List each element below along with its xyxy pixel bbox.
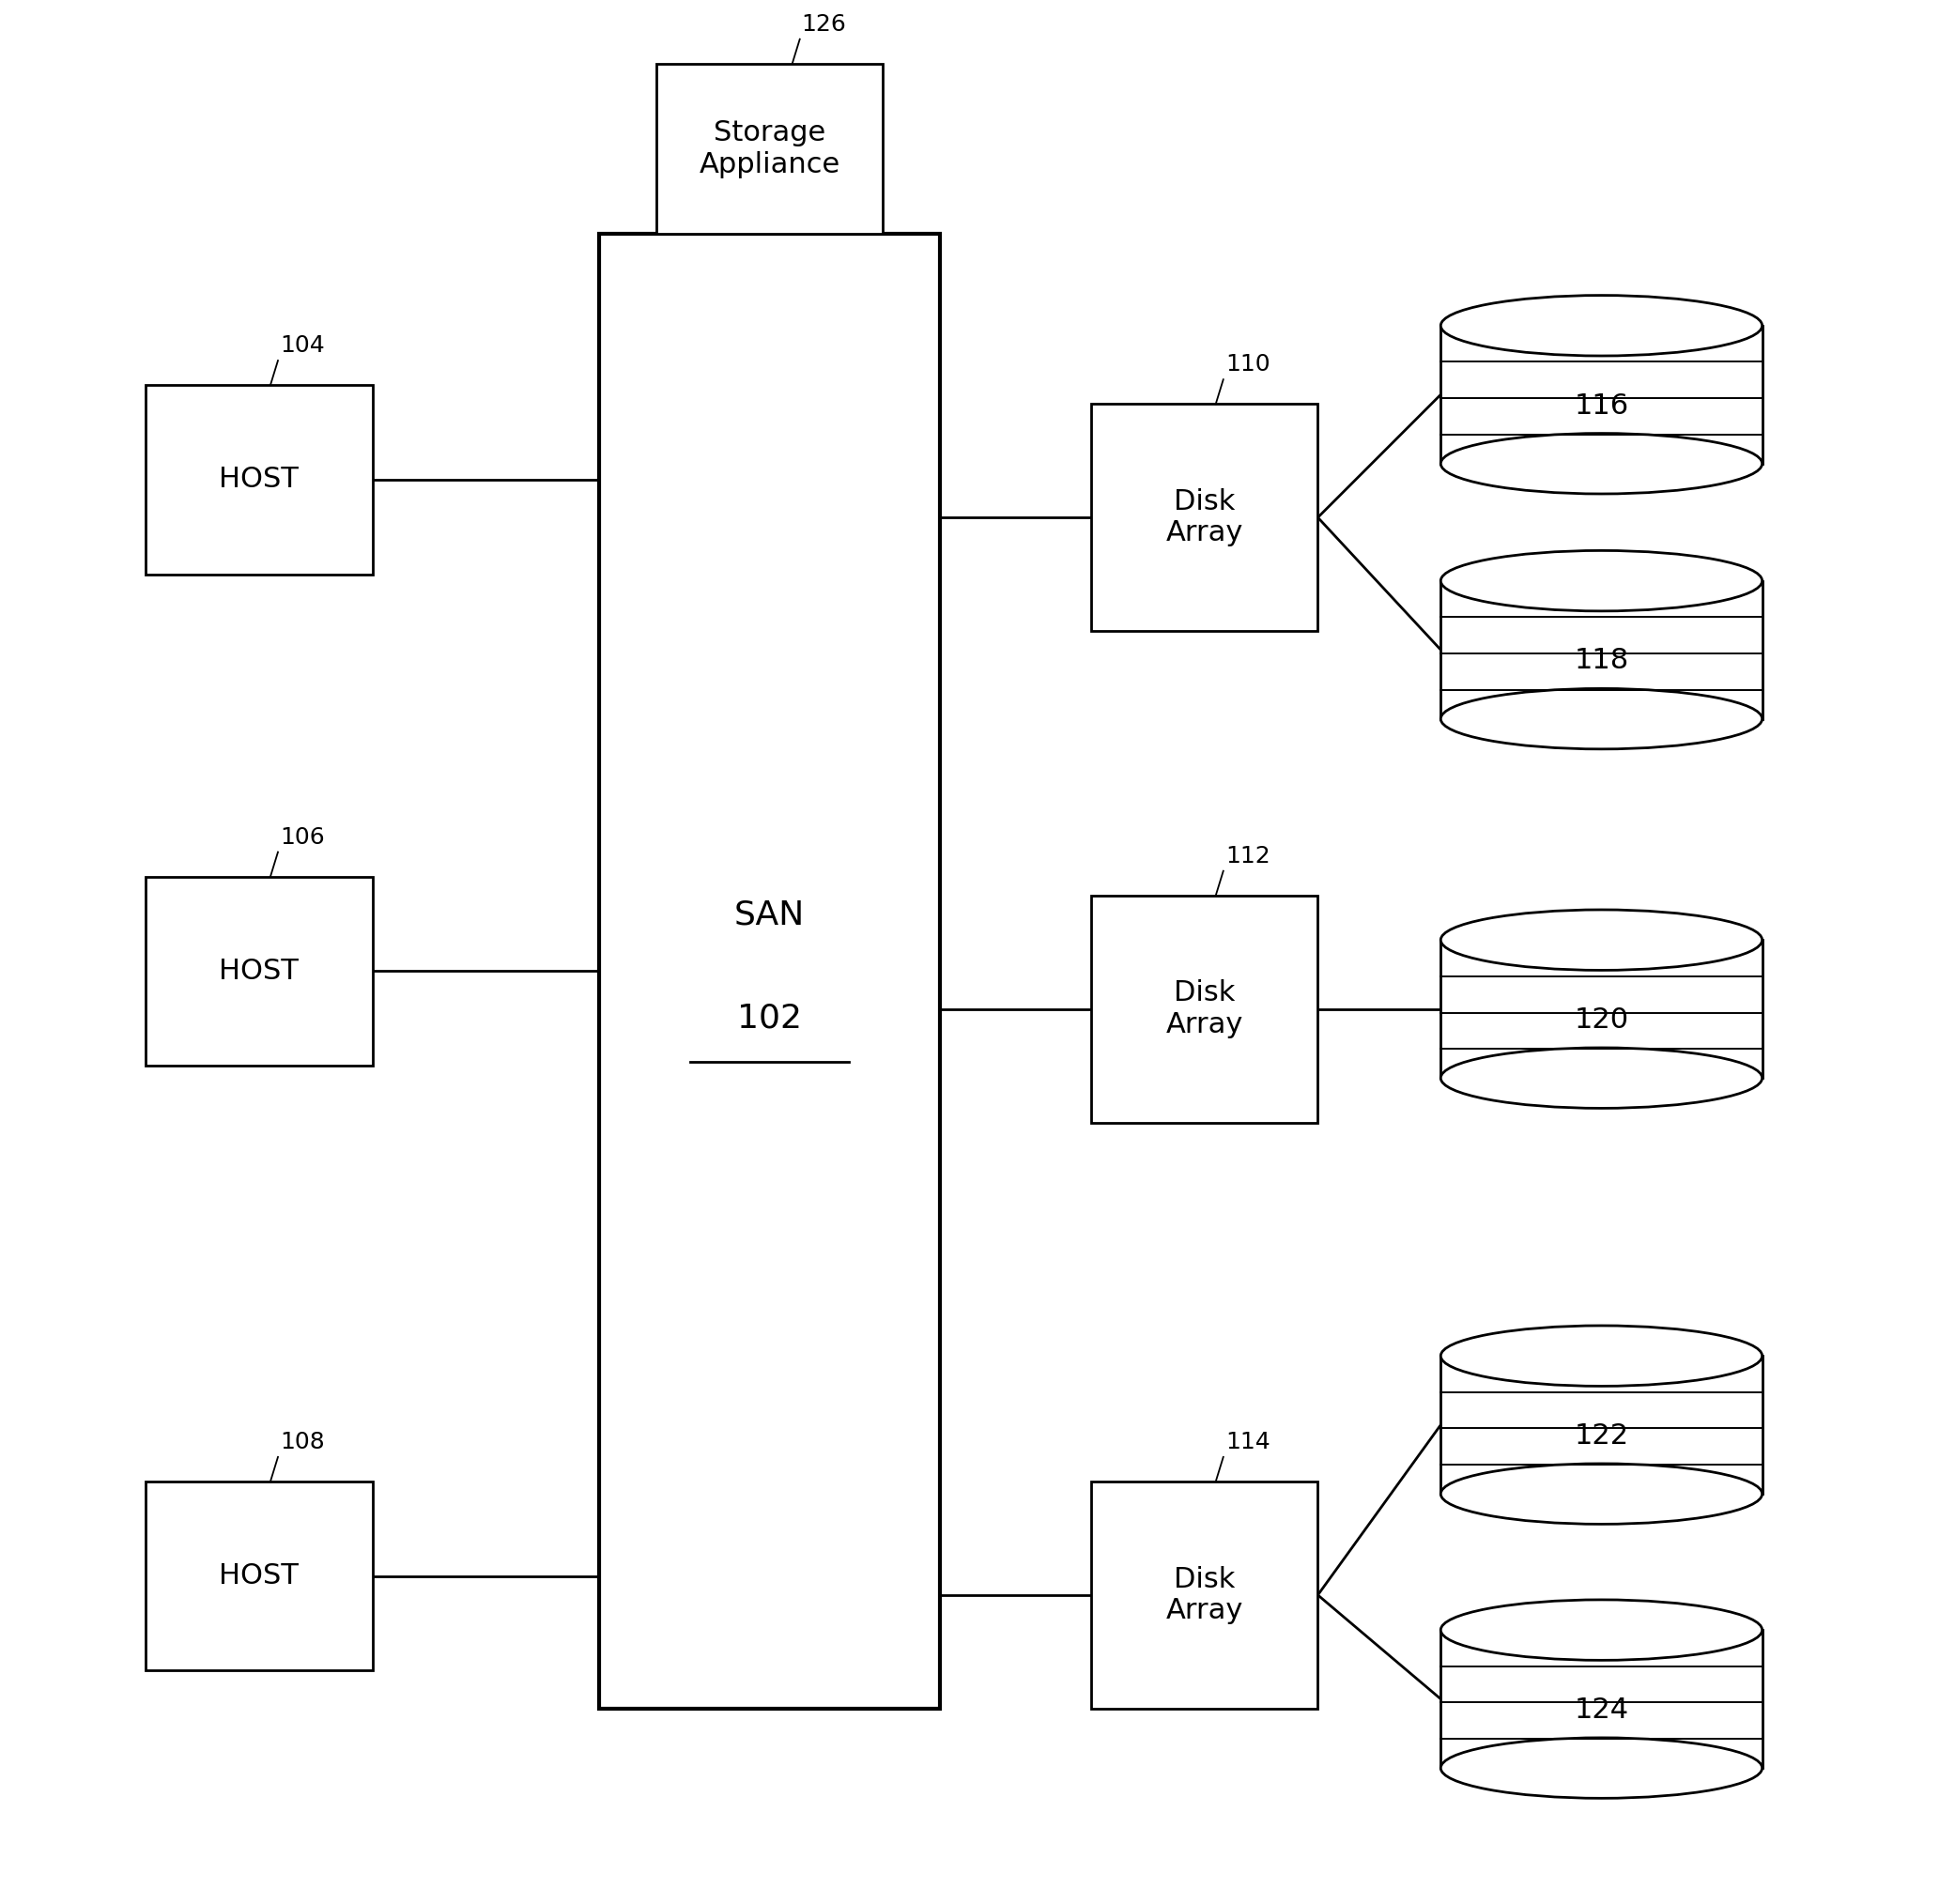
- Text: Disk
Array: Disk Array: [1165, 487, 1243, 546]
- Text: 126: 126: [802, 13, 847, 36]
- Text: 112: 112: [1226, 845, 1271, 866]
- Text: Disk
Array: Disk Array: [1165, 979, 1243, 1038]
- FancyBboxPatch shape: [1091, 1481, 1318, 1708]
- Text: 110: 110: [1226, 352, 1271, 375]
- Text: 120: 120: [1574, 1007, 1629, 1034]
- Text: 104: 104: [280, 335, 325, 356]
- FancyBboxPatch shape: [1441, 581, 1761, 720]
- FancyBboxPatch shape: [1441, 1356, 1761, 1495]
- Ellipse shape: [1441, 1464, 1761, 1523]
- FancyBboxPatch shape: [145, 876, 373, 1066]
- Ellipse shape: [1441, 689, 1761, 748]
- Ellipse shape: [1441, 1738, 1761, 1797]
- Text: 124: 124: [1574, 1696, 1629, 1723]
- FancyBboxPatch shape: [600, 234, 940, 1708]
- FancyBboxPatch shape: [657, 63, 884, 234]
- FancyBboxPatch shape: [145, 1481, 373, 1670]
- Ellipse shape: [1441, 1047, 1761, 1108]
- Ellipse shape: [1441, 434, 1761, 493]
- FancyBboxPatch shape: [1441, 941, 1761, 1078]
- Text: Disk
Array: Disk Array: [1165, 1565, 1243, 1624]
- FancyBboxPatch shape: [1091, 895, 1318, 1123]
- Ellipse shape: [1441, 295, 1761, 356]
- Text: 114: 114: [1226, 1430, 1271, 1453]
- FancyBboxPatch shape: [1441, 326, 1761, 463]
- Text: 106: 106: [280, 826, 325, 849]
- Text: SAN: SAN: [735, 899, 805, 931]
- Text: HOST: HOST: [219, 958, 299, 984]
- Text: 108: 108: [280, 1430, 325, 1453]
- Ellipse shape: [1441, 910, 1761, 971]
- FancyBboxPatch shape: [145, 385, 373, 575]
- FancyBboxPatch shape: [1091, 404, 1318, 630]
- Ellipse shape: [1441, 1599, 1761, 1660]
- Text: 116: 116: [1574, 392, 1629, 419]
- Ellipse shape: [1441, 1325, 1761, 1386]
- Text: HOST: HOST: [219, 466, 299, 493]
- Text: 102: 102: [737, 1003, 802, 1034]
- Text: Storage
Appliance: Storage Appliance: [700, 120, 841, 179]
- Text: 122: 122: [1574, 1422, 1629, 1449]
- Text: HOST: HOST: [219, 1563, 299, 1590]
- FancyBboxPatch shape: [1441, 1630, 1761, 1769]
- Text: 118: 118: [1574, 647, 1629, 674]
- Ellipse shape: [1441, 550, 1761, 611]
